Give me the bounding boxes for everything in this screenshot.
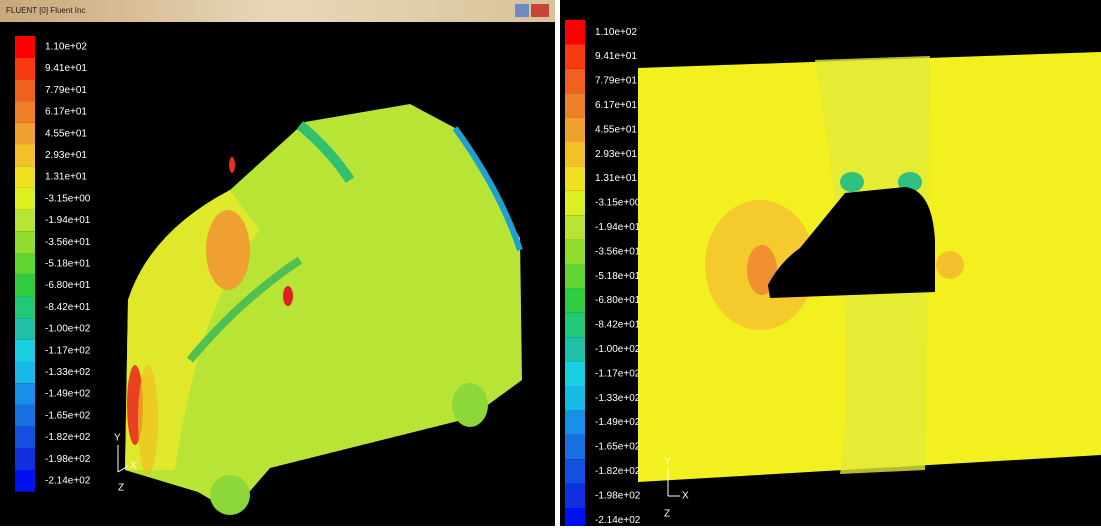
colorbar-label: 1.31e+01 xyxy=(595,173,637,184)
axis-z: Z xyxy=(118,483,124,494)
colorbar-label: -1.94e+01 xyxy=(45,215,91,226)
colorbar-label: -3.56e+01 xyxy=(45,237,91,248)
colorbar-swatch xyxy=(15,470,35,492)
colorbar-label: 7.79e+01 xyxy=(45,85,87,96)
colorbar-label: -1.17e+02 xyxy=(45,345,91,356)
colorbar-label: 4.55e+01 xyxy=(45,128,87,139)
plane-contour xyxy=(638,52,1101,482)
colorbar-swatch xyxy=(15,340,35,362)
colorbar-label: 4.55e+01 xyxy=(595,124,637,135)
colorbar-label: 6.17e+01 xyxy=(45,107,87,118)
colorbar-swatch xyxy=(565,215,585,239)
colorbar-swatch xyxy=(565,313,585,337)
colorbar-label: -5.18e+01 xyxy=(595,271,641,282)
colorbar-swatch xyxy=(15,58,35,80)
colorbar-label: -1.33e+02 xyxy=(45,367,91,378)
colorbar-swatch xyxy=(15,210,35,232)
colorbar-swatch xyxy=(15,231,35,253)
colorbar-swatch xyxy=(565,459,585,483)
colorbar-label: -2.14e+02 xyxy=(595,515,641,526)
colorbar-label: -1.00e+02 xyxy=(595,344,641,355)
colorbar-swatch xyxy=(15,362,35,384)
maximize-button[interactable] xyxy=(515,4,529,17)
colorbar-label: -1.65e+02 xyxy=(595,442,641,453)
colorbar-swatch xyxy=(565,337,585,361)
colorbar-swatch xyxy=(15,145,35,167)
colorbar-label: -8.42e+01 xyxy=(45,302,91,313)
colorbar-label: 7.79e+01 xyxy=(595,76,637,87)
colorbar-label: 2.93e+01 xyxy=(595,149,637,160)
colorbar-swatch xyxy=(565,264,585,288)
colorbar-swatch xyxy=(15,448,35,470)
colorbar-label: -2.14e+02 xyxy=(45,475,91,486)
colorbar-label: 6.17e+01 xyxy=(595,100,637,111)
colorbar-swatch xyxy=(565,508,585,526)
colorbar-swatch xyxy=(565,362,585,386)
colorbar-swatch xyxy=(15,296,35,318)
axis-y: Y xyxy=(664,457,671,468)
colorbar-swatch xyxy=(565,166,585,190)
colorbar-label: -5.18e+01 xyxy=(45,258,91,269)
colorbar-label: -1.49e+02 xyxy=(595,417,641,428)
colorbar-label: 9.41e+01 xyxy=(595,51,637,62)
colorbar-label: -1.82e+02 xyxy=(595,466,641,477)
colorbar-label: -3.15e+00 xyxy=(45,193,91,204)
colorbar-label: 2.93e+01 xyxy=(45,150,87,161)
colorbar-label: 9.41e+01 xyxy=(45,63,87,74)
colorbar-label: -1.82e+02 xyxy=(45,432,91,443)
colorbar-label: -1.00e+02 xyxy=(45,324,91,335)
colorbar-label: -1.98e+02 xyxy=(595,490,641,501)
colorbar-swatch xyxy=(15,166,35,188)
axis-x: X xyxy=(130,461,137,472)
colorbar-label: -1.17e+02 xyxy=(595,368,641,379)
window-title: FLUENT [0] Fluent Inc xyxy=(6,6,85,15)
colorbar-label: -8.42e+01 xyxy=(595,320,641,331)
colorbar-label: 1.10e+02 xyxy=(595,27,637,38)
colorbar-label: -1.94e+01 xyxy=(595,222,641,233)
colorbar-swatch xyxy=(565,44,585,68)
colorbar-swatch xyxy=(565,142,585,166)
colorbar-label: 1.10e+02 xyxy=(45,41,87,52)
colorbar-swatch xyxy=(15,79,35,101)
colorbar-label: 1.31e+01 xyxy=(45,172,87,183)
colorbar-swatch xyxy=(15,275,35,297)
colorbar-swatch xyxy=(15,318,35,340)
colorbar-label: -3.15e+00 xyxy=(595,198,641,209)
colorbar-swatch xyxy=(565,484,585,508)
colorbar-swatch xyxy=(565,93,585,117)
colorbar-label: -1.49e+02 xyxy=(45,389,91,400)
colorbar-swatch xyxy=(565,410,585,434)
axis-y: Y xyxy=(114,433,121,444)
colorbar-label: -6.80e+01 xyxy=(595,295,641,306)
colorbar-swatch xyxy=(15,427,35,449)
colorbar-swatch xyxy=(15,405,35,427)
colorbar-swatch xyxy=(565,240,585,264)
colorbar-swatch xyxy=(15,253,35,275)
close-button[interactable] xyxy=(531,4,549,17)
colorbar-swatch xyxy=(565,435,585,459)
colorbar-swatch xyxy=(15,188,35,210)
colorbar-swatch xyxy=(15,101,35,123)
colorbar-label: -1.98e+02 xyxy=(45,454,91,465)
colorbar-label: -6.80e+01 xyxy=(45,280,91,291)
axis-z: Z xyxy=(664,509,670,520)
axis-x: X xyxy=(682,491,689,502)
colorbar-swatch xyxy=(15,36,35,58)
colorbar-swatch xyxy=(565,386,585,410)
colorbar-swatch xyxy=(15,383,35,405)
colorbar-swatch xyxy=(565,69,585,93)
colorbar-swatch xyxy=(565,191,585,215)
screenshot: FLUENT [0] Fluent Inc 1.10e+02 9.41e+01 7.… xyxy=(0,0,1101,526)
colorbar-label: -3.56e+01 xyxy=(595,246,641,257)
colorbar-swatch xyxy=(565,118,585,142)
colorbar-label: -1.33e+02 xyxy=(595,393,641,404)
colorbar-label: -1.65e+02 xyxy=(45,410,91,421)
colorbar-swatch xyxy=(565,20,585,44)
colorbar-swatch xyxy=(565,288,585,312)
colorbar-swatch xyxy=(15,123,35,145)
